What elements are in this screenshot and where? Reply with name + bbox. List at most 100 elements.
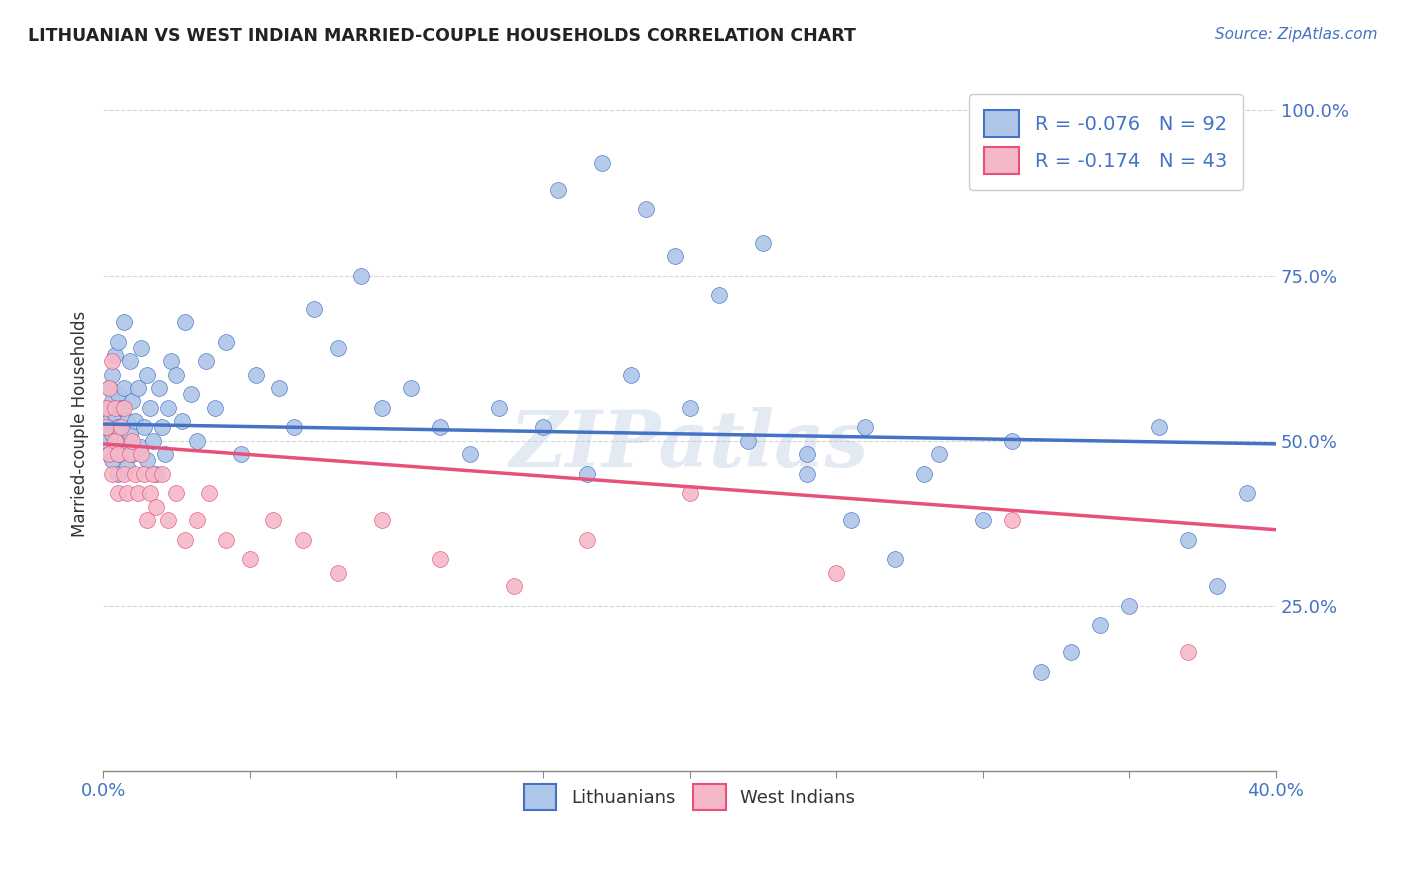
Point	[129, 440, 152, 454]
Point	[370, 513, 392, 527]
Point	[98, 414, 121, 428]
Point	[101, 354, 124, 368]
Point	[115, 460, 138, 475]
Point	[94, 407, 117, 421]
Point	[180, 387, 202, 401]
Point	[159, 354, 181, 368]
Point	[678, 486, 700, 500]
Point	[197, 486, 219, 500]
Point	[153, 447, 176, 461]
Point	[118, 427, 141, 442]
Legend: Lithuanians, West Indians: Lithuanians, West Indians	[509, 770, 870, 824]
Point	[796, 467, 818, 481]
Point	[98, 381, 121, 395]
Point	[121, 447, 143, 461]
Point	[98, 447, 121, 461]
Point	[752, 235, 775, 250]
Point	[127, 381, 149, 395]
Point	[165, 368, 187, 382]
Point	[129, 341, 152, 355]
Point	[139, 401, 162, 415]
Point	[127, 486, 149, 500]
Point	[928, 447, 950, 461]
Point	[664, 249, 686, 263]
Point	[174, 315, 197, 329]
Point	[112, 315, 135, 329]
Point	[620, 368, 643, 382]
Point	[142, 467, 165, 481]
Point	[1147, 420, 1170, 434]
Point	[118, 354, 141, 368]
Point	[429, 552, 451, 566]
Point	[429, 420, 451, 434]
Point	[825, 566, 848, 580]
Point	[136, 368, 159, 382]
Point	[912, 467, 935, 481]
Point	[150, 467, 173, 481]
Point	[1001, 434, 1024, 448]
Point	[1060, 645, 1083, 659]
Point	[104, 434, 127, 448]
Point	[1236, 486, 1258, 500]
Point	[110, 401, 132, 415]
Point	[134, 420, 156, 434]
Point	[101, 453, 124, 467]
Point	[107, 420, 129, 434]
Y-axis label: Married-couple Households: Married-couple Households	[72, 311, 89, 537]
Point	[104, 401, 127, 415]
Point	[139, 486, 162, 500]
Point	[737, 434, 759, 448]
Point	[204, 401, 226, 415]
Point	[94, 420, 117, 434]
Point	[229, 447, 252, 461]
Point	[245, 368, 267, 382]
Point	[107, 334, 129, 349]
Point	[124, 414, 146, 428]
Point	[101, 467, 124, 481]
Point	[107, 467, 129, 481]
Point	[531, 420, 554, 434]
Point	[502, 579, 524, 593]
Point	[186, 513, 208, 527]
Point	[855, 420, 877, 434]
Point	[112, 467, 135, 481]
Point	[1001, 513, 1024, 527]
Point	[883, 552, 905, 566]
Point	[591, 156, 613, 170]
Point	[145, 467, 167, 481]
Point	[98, 381, 121, 395]
Point	[129, 447, 152, 461]
Point	[94, 401, 117, 415]
Point	[118, 447, 141, 461]
Point	[283, 420, 305, 434]
Point	[575, 467, 598, 481]
Point	[262, 513, 284, 527]
Point	[172, 414, 194, 428]
Point	[326, 341, 349, 355]
Point	[136, 453, 159, 467]
Point	[115, 414, 138, 428]
Text: LITHUANIAN VS WEST INDIAN MARRIED-COUPLE HOUSEHOLDS CORRELATION CHART: LITHUANIAN VS WEST INDIAN MARRIED-COUPLE…	[28, 27, 856, 45]
Point	[1177, 645, 1199, 659]
Point	[1088, 618, 1111, 632]
Point	[142, 434, 165, 448]
Point	[121, 434, 143, 448]
Point	[101, 394, 124, 409]
Point	[1118, 599, 1140, 613]
Point	[458, 447, 481, 461]
Point	[136, 513, 159, 527]
Point	[399, 381, 422, 395]
Point	[101, 368, 124, 382]
Point	[98, 401, 121, 415]
Point	[326, 566, 349, 580]
Point	[107, 447, 129, 461]
Point	[678, 401, 700, 415]
Point	[972, 513, 994, 527]
Point	[165, 486, 187, 500]
Point	[350, 268, 373, 283]
Point	[156, 401, 179, 415]
Point	[110, 447, 132, 461]
Point	[1031, 665, 1053, 679]
Point	[634, 202, 657, 217]
Point	[156, 513, 179, 527]
